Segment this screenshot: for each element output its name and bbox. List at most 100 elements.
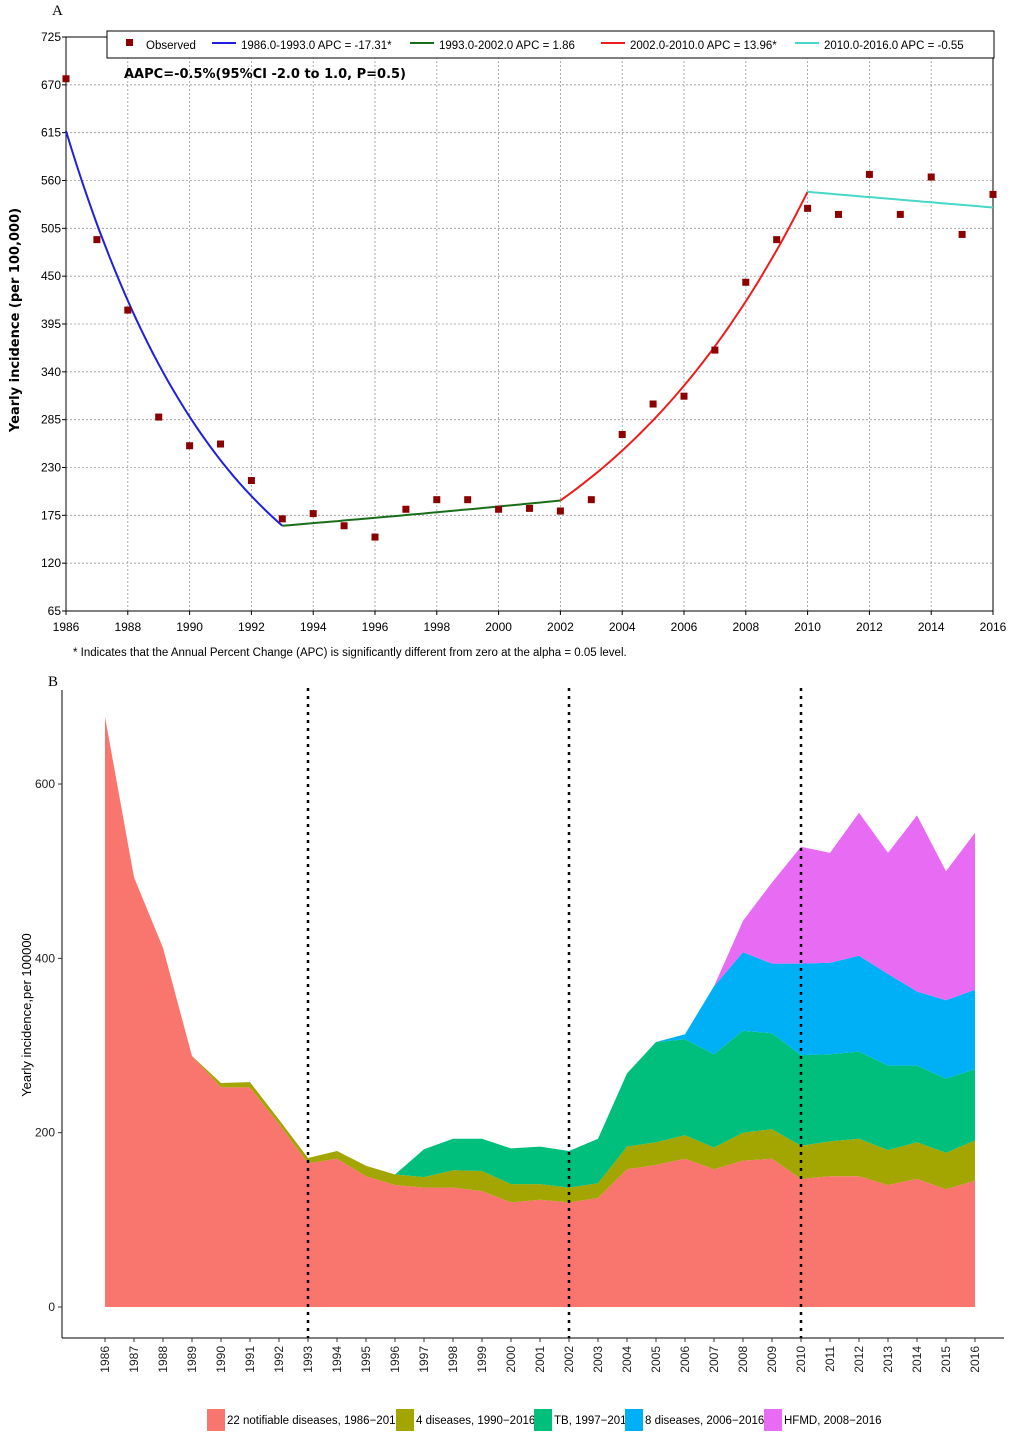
x-tick-label: 2014	[910, 1346, 924, 1373]
x-tick-label: 1998	[423, 620, 450, 634]
observed-point	[587, 496, 595, 504]
x-tick-label: 1986	[53, 620, 80, 634]
panel-b-y-ticks: 0 200 400 600	[35, 777, 62, 1314]
y-tick-label: 395	[41, 317, 61, 331]
observed-point	[340, 522, 348, 530]
y-tick-label: 725	[41, 30, 61, 44]
legend-label: HFMD, 2008−2016	[784, 1415, 882, 1427]
x-tick-label: 1990	[214, 1346, 228, 1373]
observed-point	[247, 477, 255, 485]
x-tick-label: 1992	[238, 620, 265, 634]
legend-segment-label: 2002.0-2010.0 APC = 13.96*	[630, 40, 777, 52]
x-tick-label: 2012	[852, 1346, 866, 1373]
x-tick-label: 2012	[856, 620, 883, 634]
legend-observed-marker	[126, 39, 133, 46]
observed-point	[680, 392, 688, 400]
observed-point	[309, 510, 317, 518]
x-tick-label: 1996	[362, 620, 389, 634]
segment-line	[282, 499, 561, 527]
panel-a-segment-lines	[65, 130, 994, 527]
x-tick-label: 2002	[562, 1346, 576, 1373]
y-tick-label: 285	[41, 413, 61, 427]
observed-point	[278, 515, 286, 523]
x-tick-label: 1989	[185, 1346, 199, 1373]
x-tick-label: 2010	[794, 1346, 808, 1373]
y-tick-label: 505	[41, 221, 61, 235]
observed-point	[835, 210, 842, 218]
area-series	[105, 716, 975, 1307]
x-tick-label: 1996	[388, 1346, 402, 1373]
x-tick-label: 1991	[243, 1346, 257, 1373]
x-tick-label: 1995	[359, 1346, 373, 1373]
x-tick-label: 1994	[330, 1346, 344, 1373]
legend-segment-label: 2010.0-2016.0 APC = -0.55	[824, 40, 964, 52]
y-tick-label: 0	[48, 1300, 55, 1314]
x-tick-label: 2003	[591, 1346, 605, 1373]
observed-point	[155, 413, 163, 421]
panel-b-stacked-areas	[105, 716, 975, 1307]
y-tick-label: 200	[35, 1126, 55, 1140]
x-tick-label: 1999	[475, 1346, 489, 1373]
x-tick-label: 2001	[533, 1346, 547, 1373]
observed-point	[989, 190, 997, 198]
panel-a-aapc-annotation: AAPC=-0.5%(95%CI -2.0 to 1.0, P=0.5)	[124, 67, 406, 82]
x-tick-label: 2002	[547, 620, 574, 634]
observed-point	[371, 533, 379, 541]
x-tick-label: 1993	[301, 1346, 315, 1373]
legend-swatch	[625, 1409, 643, 1431]
observed-point	[773, 236, 781, 244]
observed-point	[649, 400, 657, 408]
x-tick-label: 1988	[156, 1346, 170, 1373]
x-tick-label: 2007	[707, 1346, 721, 1373]
y-tick-label: 120	[41, 556, 61, 570]
panel-b-legend: 22 notifiable diseases, 1986−2016 4 disea…	[207, 1409, 882, 1431]
x-tick-label: 1988	[114, 620, 141, 634]
x-tick-label: 2013	[881, 1346, 895, 1373]
x-tick-label: 1986	[98, 1346, 112, 1373]
panel-a-legend-box	[106, 30, 995, 59]
observed-point	[865, 170, 873, 178]
legend-observed-label: Observed	[146, 40, 196, 52]
x-tick-label: 2016	[968, 1346, 982, 1373]
legend-swatch	[534, 1409, 552, 1431]
x-tick-label: 2008	[736, 1346, 750, 1373]
observed-point	[217, 440, 224, 448]
legend-label: 22 notifiable diseases, 1986−2016	[227, 1415, 402, 1427]
observed-point	[402, 505, 410, 513]
y-tick-label: 400	[35, 951, 55, 965]
observed-point	[526, 504, 533, 512]
legend-segment-label: 1993.0-2002.0 APC = 1.86	[439, 40, 575, 52]
observed-point	[93, 236, 101, 244]
panel-a-gridlines	[65, 36, 994, 612]
x-tick-label: 2000	[504, 1346, 518, 1373]
x-tick-label: 2016	[980, 620, 1007, 634]
observed-point	[186, 442, 194, 450]
x-tick-label: 2004	[609, 620, 636, 634]
y-tick-label: 65	[48, 604, 62, 618]
legend-swatch	[764, 1409, 782, 1431]
x-tick-label: 2009	[765, 1346, 779, 1373]
panel-a-footnote: * Indicates that the Annual Percent Chan…	[73, 647, 627, 659]
x-tick-label: 2015	[939, 1346, 953, 1373]
y-tick-label: 670	[41, 78, 61, 92]
observed-point	[433, 496, 441, 504]
segment-line	[807, 190, 994, 209]
panel-b-x-ticks: 1986 1987 1988 1989 1990 1991 1992 1993 1994 1995…	[98, 1338, 982, 1373]
segment-line	[559, 191, 809, 502]
x-tick-label: 2010	[794, 620, 821, 634]
area-series	[105, 716, 975, 1203]
panel-a-x-ticks: 1986 1988 1990 1992 1994 1996 1998 2000 2002 2004…	[53, 611, 1007, 634]
x-tick-label: 2004	[620, 1346, 634, 1373]
x-tick-label: 2006	[678, 1346, 692, 1373]
panel-a-observed-points	[62, 75, 997, 541]
x-tick-label: 2005	[649, 1346, 663, 1373]
x-tick-label: 2006	[671, 620, 698, 634]
y-tick-label: 230	[41, 461, 61, 475]
panel-a-y-ticks: 65 120 175 230 285 340 395 450 505 560 615 670 725	[41, 30, 66, 618]
legend-label: TB, 1997−2016	[554, 1415, 633, 1427]
x-tick-label: 1987	[127, 1346, 141, 1373]
x-tick-label: 1997	[417, 1346, 431, 1373]
legend-segment-label: 1986.0-1993.0 APC = -17.31*	[241, 40, 392, 52]
observed-point	[804, 204, 812, 212]
